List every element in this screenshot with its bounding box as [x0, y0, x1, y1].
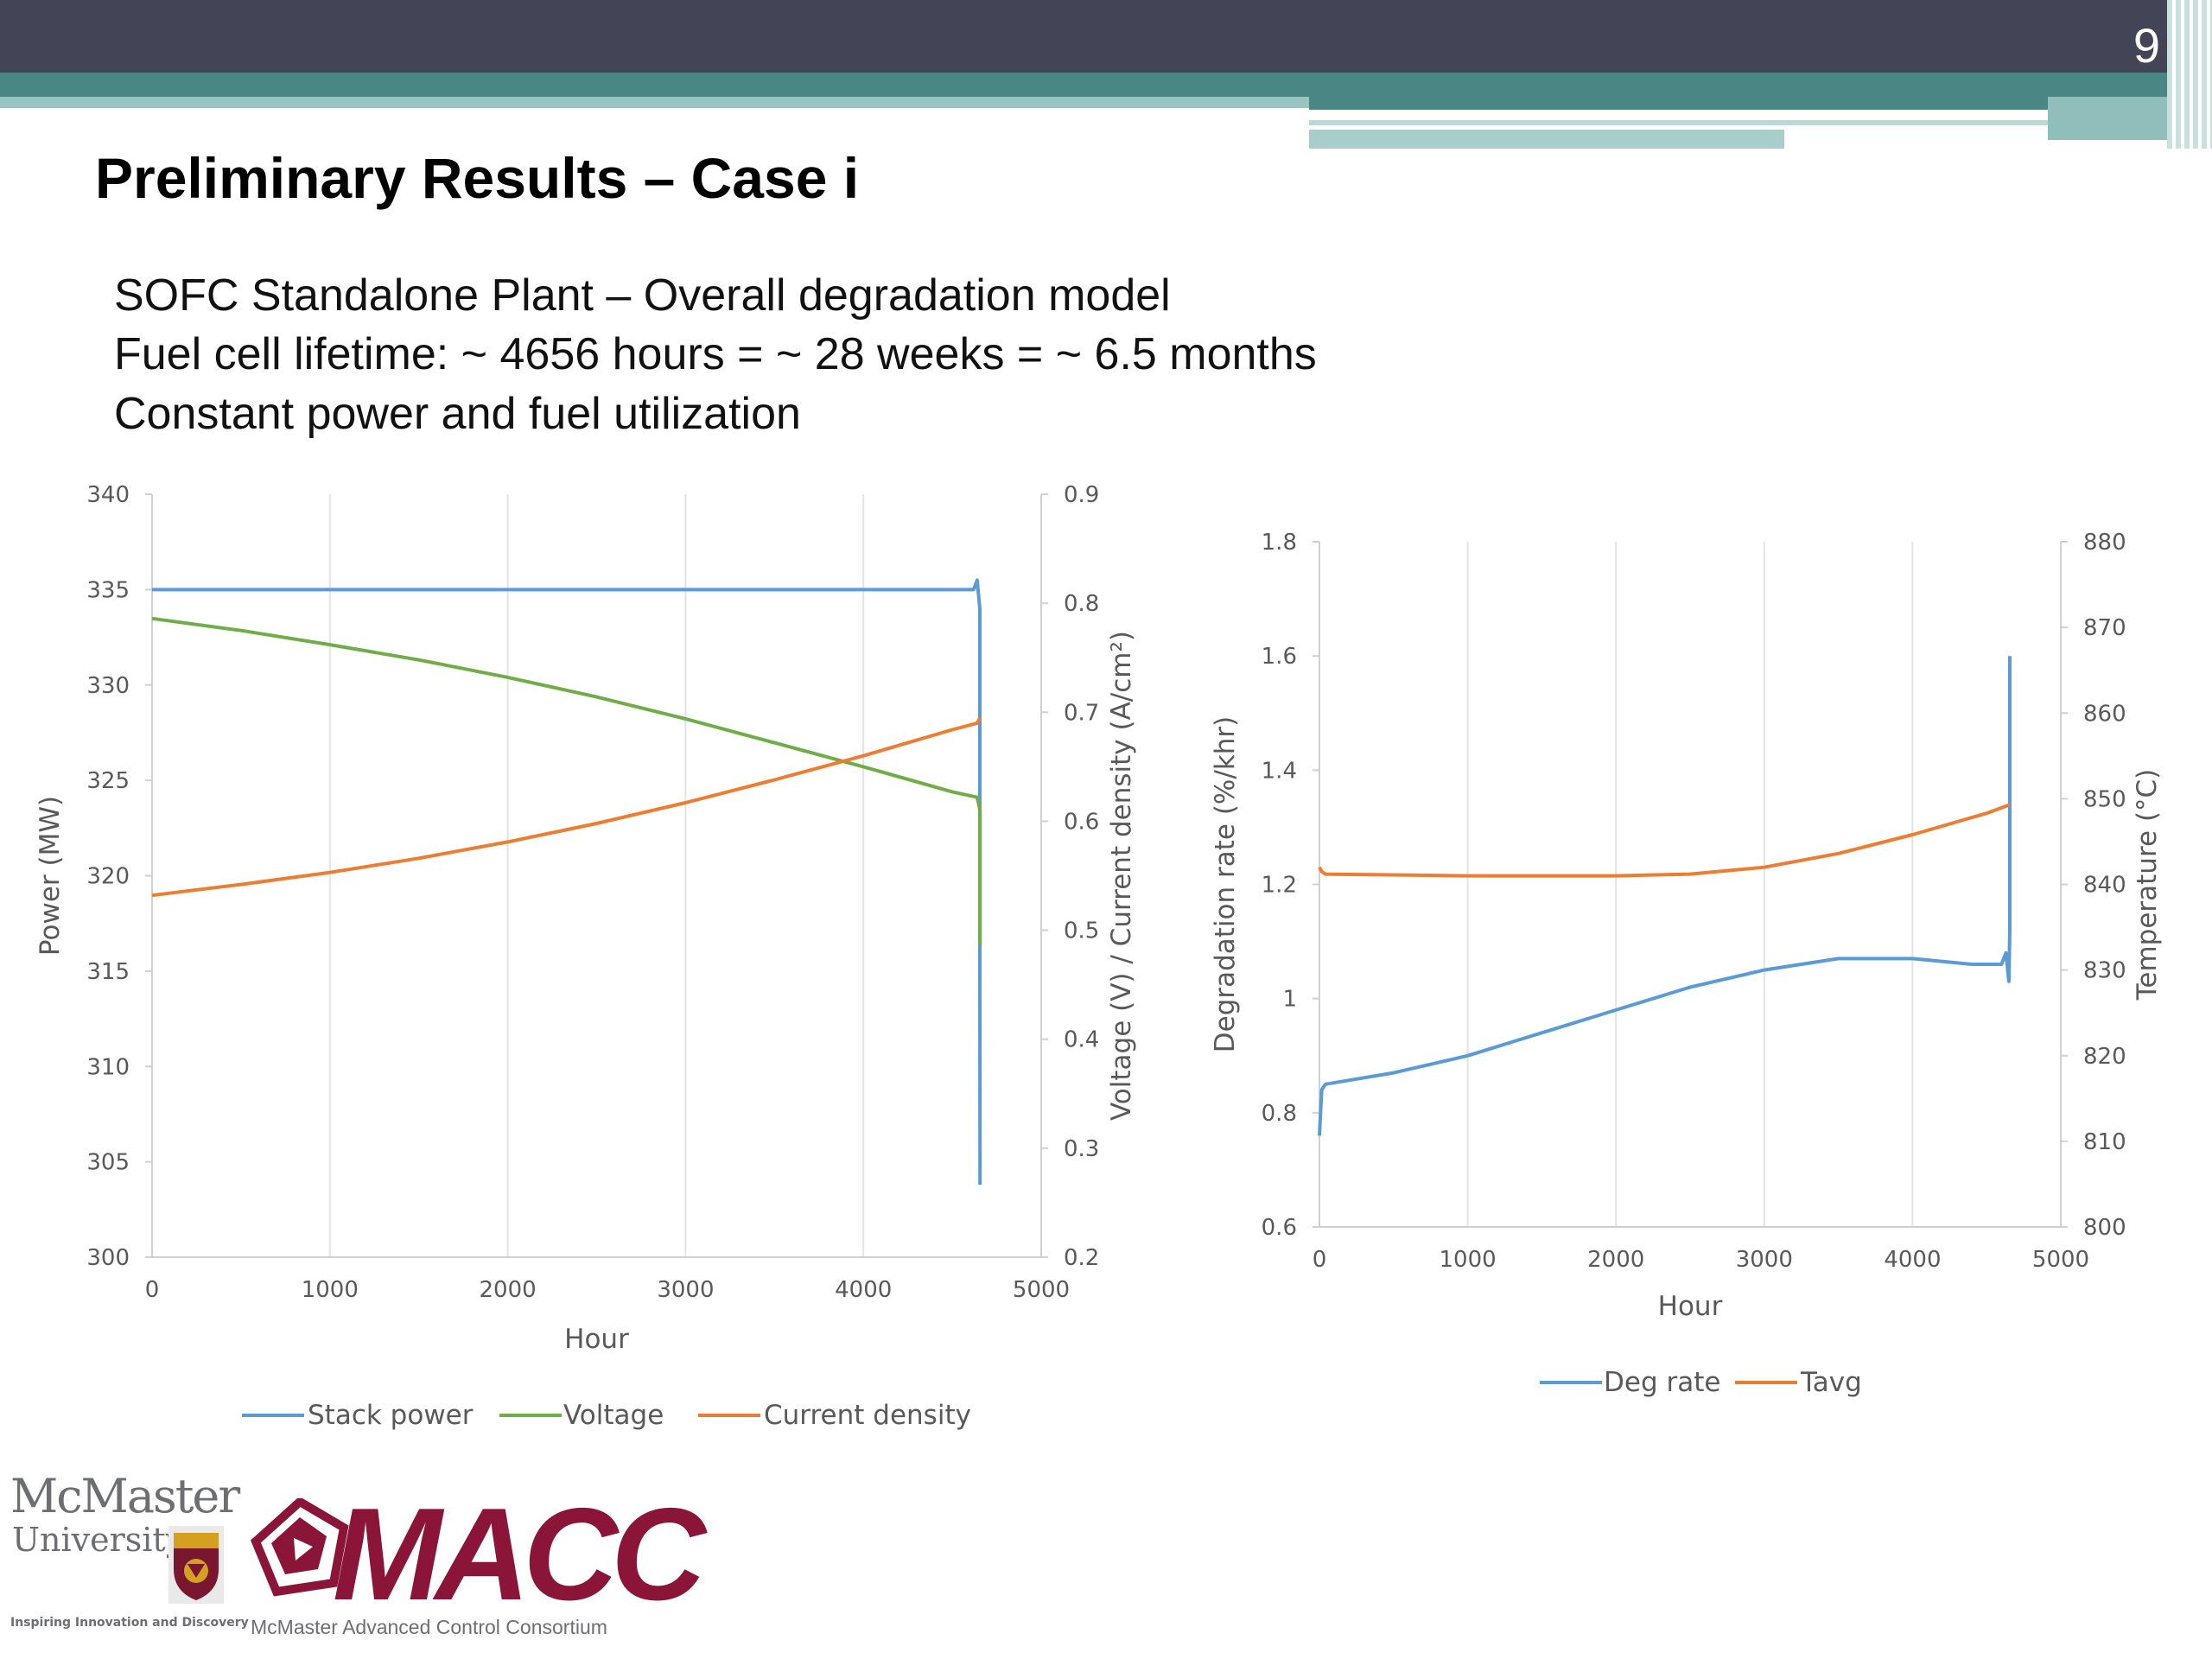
mcmaster-logo-text: McMaster: [10, 1469, 240, 1523]
y-tick-label: 1.4: [1262, 758, 1297, 784]
x-tick-label: 2000: [1587, 1247, 1644, 1273]
x-tick-label: 5000: [1013, 1277, 1070, 1303]
y-axis-title: Degradation rate (%/khr): [1210, 716, 1241, 1053]
macc-logo: MACC McMaster Advanced Control Consortiu…: [251, 1481, 706, 1646]
x-tick-label: 1000: [1440, 1247, 1497, 1273]
y2-tick-label: 0.8: [1064, 591, 1099, 617]
y2-tick-label: 860: [2083, 701, 2126, 727]
y2-axis-title: Voltage (V) / Current density (A/cm²): [1106, 631, 1137, 1121]
y-tick-label: 300: [86, 1245, 130, 1271]
y-tick-label: 325: [86, 768, 130, 794]
series-line-deg-rate: [1318, 656, 2012, 1136]
y-tick-label: 1: [1282, 987, 1297, 1013]
y-tick-label: 340: [86, 482, 130, 508]
y2-tick-label: 800: [2083, 1215, 2126, 1241]
y2-tick-label: 0.6: [1064, 809, 1099, 835]
y-tick-label: 0.6: [1262, 1215, 1297, 1241]
y2-tick-label: 0.9: [1064, 482, 1099, 508]
subtitle-line: SOFC Standalone Plant – Overall degradat…: [114, 270, 1171, 321]
y-tick-label: 310: [86, 1054, 130, 1080]
mcmaster-logo: McMaster University Inspiring Innovation…: [10, 1469, 249, 1642]
y-tick-label: 320: [86, 864, 130, 890]
slide-title: Preliminary Results – Case i: [95, 146, 860, 210]
header-band: [0, 73, 2212, 97]
y2-tick-label: 830: [2083, 958, 2126, 984]
y2-tick-label: 0.2: [1064, 1245, 1099, 1271]
header-band-stripe: [1309, 120, 2173, 125]
subtitle-line: Constant power and fuel utilization: [114, 389, 801, 439]
y-tick-label: 305: [86, 1150, 130, 1176]
y2-tick-label: 0.7: [1064, 700, 1099, 726]
y2-tick-label: 840: [2083, 873, 2126, 899]
x-tick-label: 3000: [1736, 1247, 1793, 1273]
header-bar: [0, 0, 2212, 73]
y-tick-label: 335: [86, 577, 130, 603]
legend-label: Stack power: [308, 1400, 474, 1431]
series-line-tavg: [1318, 803, 2011, 878]
header-band-block: [2048, 97, 2167, 140]
y2-tick-label: 0.3: [1064, 1136, 1099, 1162]
y2-tick-label: 0.5: [1064, 918, 1099, 944]
y2-axis-title: Temperature (°C): [2132, 769, 2163, 1001]
x-tick-label: 2000: [480, 1277, 537, 1303]
legend-label: Current density: [764, 1400, 971, 1431]
y2-tick-label: 810: [2083, 1129, 2126, 1155]
macc-mark-icon: [251, 1498, 349, 1597]
series-line-current-density: [151, 716, 982, 898]
legend-label: Voltage: [563, 1400, 664, 1431]
x-tick-label: 0: [1313, 1247, 1327, 1273]
header-band-lines: [2167, 0, 2212, 149]
x-tick-label: 1000: [302, 1277, 359, 1303]
y2-tick-label: 850: [2083, 786, 2126, 812]
legend-label: Deg rate: [1604, 1367, 1720, 1398]
macc-logo-text: MACC: [333, 1481, 706, 1628]
y-tick-label: 1.6: [1262, 644, 1297, 670]
header-band-stripe: [1309, 130, 1784, 149]
y-tick-label: 330: [86, 673, 130, 699]
shield-icon: [168, 1526, 224, 1604]
x-tick-label: 5000: [2032, 1247, 2089, 1273]
mcmaster-tagline: Inspiring Innovation and Discovery: [10, 1616, 249, 1630]
macc-logo-subtext: McMaster Advanced Control Consortium: [251, 1616, 607, 1638]
y-tick-label: 1.8: [1262, 530, 1297, 556]
x-tick-label: 4000: [1884, 1247, 1941, 1273]
series-line-stack-power: [152, 578, 982, 1185]
header-band-light: [0, 97, 1309, 108]
y2-tick-label: 870: [2083, 615, 2126, 641]
subtitle-line: Fuel cell lifetime: ~ 4656 hours = ~ 28 …: [114, 329, 1317, 379]
x-axis-title: Hour: [1658, 1291, 1723, 1322]
x-axis-title: Hour: [564, 1324, 629, 1355]
y-tick-label: 0.8: [1262, 1101, 1297, 1127]
slide-number: 9: [2133, 18, 2160, 73]
mcmaster-logo-subtext: University: [12, 1521, 185, 1559]
x-tick-label: 4000: [835, 1277, 892, 1303]
series-line-voltage: [151, 616, 982, 946]
x-tick-label: 0: [145, 1277, 160, 1303]
y-tick-label: 315: [86, 959, 130, 985]
header-band-right: [1309, 97, 2212, 110]
y-axis-title: Power (MW): [35, 796, 66, 956]
x-tick-label: 3000: [657, 1277, 714, 1303]
y2-tick-label: 880: [2083, 530, 2126, 556]
y2-tick-label: 0.4: [1064, 1027, 1099, 1053]
y2-tick-label: 820: [2083, 1044, 2126, 1070]
y-tick-label: 1.2: [1262, 873, 1297, 899]
legend-label: Tavg: [1800, 1367, 1862, 1398]
